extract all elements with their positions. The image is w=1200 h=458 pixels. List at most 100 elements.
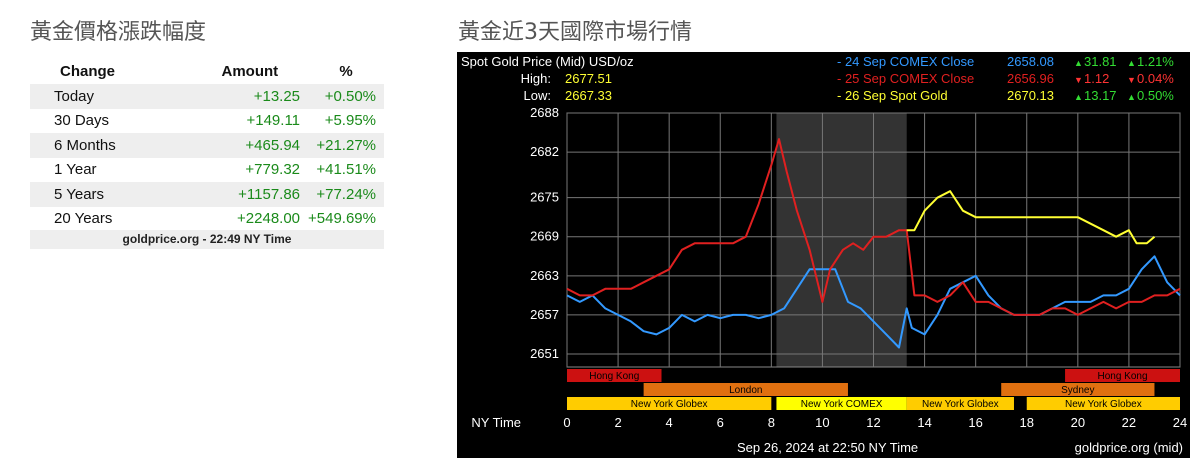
- table-row: 5 Years +1157.86 +77.24%: [30, 182, 384, 207]
- session-label: Hong Kong: [1098, 371, 1148, 382]
- header-amount: Amount: [221, 62, 279, 80]
- session-bar: [567, 369, 662, 382]
- table-row: Today +13.25 +0.50%: [30, 84, 384, 109]
- plot-area: 2688 2682 2675 2669 2663 2657 2651: [530, 105, 1181, 368]
- row-percent: +77.24%: [308, 182, 384, 207]
- legend-direction-icon: ▲: [1127, 92, 1136, 102]
- market-sessions: Hong Kong Hong Kong London Sydney New York G…: [567, 369, 1180, 410]
- session-bar: [1001, 383, 1155, 396]
- row-percent: +0.50%: [308, 84, 384, 109]
- x-tick-label: 16: [968, 415, 982, 430]
- x-tick-label: 14: [917, 415, 931, 430]
- legend-change: 31.81: [1084, 54, 1117, 69]
- session-bar: [1065, 369, 1180, 382]
- session-label: New York Globex: [631, 399, 708, 410]
- high-label: High:: [521, 71, 551, 86]
- chart-footer: Sep 26, 2024 at 22:50 NY Time goldprice.…: [737, 440, 1183, 455]
- session-label: New York COMEX: [801, 399, 883, 410]
- high-value: 2677.51: [565, 71, 612, 86]
- legend-percent: 1.21%: [1137, 54, 1174, 69]
- x-axis: NY Time 0 2 4 6 8 10 12 14 16 18 20 22 24: [471, 415, 1187, 430]
- session-bar: [776, 397, 907, 410]
- low-value: 2667.33: [565, 88, 612, 103]
- left-title: 黃金價格漲跌幅度: [30, 20, 207, 45]
- row-period: 5 Years: [30, 182, 192, 207]
- row-percent: +549.69%: [308, 210, 376, 228]
- row-percent: +5.95%: [324, 112, 376, 130]
- y-tick-label: 2663: [530, 268, 559, 283]
- series-line-0: [566, 255, 1181, 349]
- legend-series-name: - 25 Sep COMEX Close: [837, 71, 974, 86]
- row-period: Today: [30, 84, 192, 109]
- row-period: 6 Months: [30, 133, 192, 158]
- legend-percent: 0.50%: [1137, 88, 1174, 103]
- session-label: Hong Kong: [589, 371, 639, 382]
- chart-svg: Spot Gold Price (Mid) USD/oz High: 2677.…: [457, 52, 1190, 458]
- table-row: 30 Days +149.11 +5.95%: [30, 109, 384, 134]
- x-tick-label: 22: [1122, 415, 1136, 430]
- row-period: 20 Years: [54, 210, 113, 228]
- row-amount: +2248.00: [237, 210, 301, 228]
- y-tick-label: 2651: [530, 346, 559, 361]
- x-tick-label: 10: [815, 415, 829, 430]
- row-amount: +779.32: [245, 161, 301, 179]
- x-axis-label: NY Time: [471, 415, 521, 430]
- price-change-table: Change Amount % Today +13.25 +0.50% 30 D…: [30, 58, 384, 231]
- legend-series-name: - 24 Sep COMEX Close: [837, 54, 974, 69]
- legend-direction-icon: ▼: [1074, 75, 1083, 85]
- legend-direction-icon: ▲: [1127, 58, 1136, 68]
- y-tick-label: 2688: [530, 105, 559, 120]
- y-tick-label: 2669: [530, 229, 559, 244]
- y-tick-label: 2682: [530, 144, 559, 159]
- legend-change: 1.12: [1084, 71, 1109, 86]
- y-tick-label: 2675: [530, 190, 559, 205]
- chart-legend: - 24 Sep COMEX Close 2658.08 ▲ 31.81 ▲ 1.21%-…: [837, 54, 1174, 103]
- session-label: London: [729, 385, 762, 396]
- comex-session-shade: [776, 113, 907, 367]
- series-line-2: [906, 190, 1156, 245]
- table-header: Change Amount %: [30, 58, 384, 84]
- legend-value: 2670.13: [1007, 88, 1054, 103]
- table-row: 1 Year +779.32 +41.51%: [30, 158, 384, 183]
- session-bar: [1026, 397, 1180, 410]
- low-label: Low:: [524, 88, 551, 103]
- footer-date: Sep 26, 2024 at 22:50 NY Time: [737, 440, 918, 455]
- legend-direction-icon: ▲: [1074, 58, 1083, 68]
- session-bar: [906, 397, 1014, 410]
- row-amount: +13.25: [191, 84, 309, 109]
- row-percent: +21.27%: [308, 133, 384, 158]
- series-line-1: [566, 138, 1181, 316]
- legend-direction-icon: ▲: [1074, 92, 1083, 102]
- session-label: Sydney: [1061, 385, 1094, 396]
- x-tick-label: 0: [563, 415, 570, 430]
- legend-series-name: - 26 Sep Spot Gold: [837, 88, 948, 103]
- x-tick-label: 24: [1173, 415, 1187, 430]
- footer-source: goldprice.org (mid): [1075, 440, 1183, 455]
- session-label: New York Globex: [1065, 399, 1142, 410]
- legend-change: 13.17: [1084, 88, 1117, 103]
- chart-title: Spot Gold Price (Mid) USD/oz: [461, 54, 634, 69]
- source-credit: goldprice.org - 22:49 NY Time: [30, 230, 384, 249]
- table-row: 20 Years +2248.00 +549.69%: [30, 207, 384, 232]
- row-amount: +1157.86: [191, 182, 309, 207]
- session-bar: [643, 383, 848, 396]
- legend-value: 2656.96: [1007, 71, 1054, 86]
- row-percent: +41.51%: [316, 161, 376, 179]
- table-row: 6 Months +465.94 +21.27%: [30, 133, 384, 158]
- x-tick-label: 20: [1071, 415, 1085, 430]
- legend-value: 2658.08: [1007, 54, 1054, 69]
- row-period: 30 Days: [54, 112, 110, 130]
- row-period: 1 Year: [54, 161, 97, 179]
- x-tick-label: 18: [1020, 415, 1034, 430]
- x-tick-label: 2: [614, 415, 621, 430]
- session-bar: [567, 397, 772, 410]
- x-tick-label: 6: [717, 415, 724, 430]
- x-tick-label: 8: [768, 415, 775, 430]
- session-label: New York Globex: [922, 399, 999, 410]
- row-amount: +149.11: [246, 112, 301, 130]
- legend-percent: 0.04%: [1137, 71, 1174, 86]
- x-tick-label: 4: [666, 415, 673, 430]
- right-title: 黃金近3天國際市場行情: [458, 20, 692, 45]
- header-change: Change: [60, 62, 116, 80]
- legend-direction-icon: ▼: [1127, 75, 1136, 85]
